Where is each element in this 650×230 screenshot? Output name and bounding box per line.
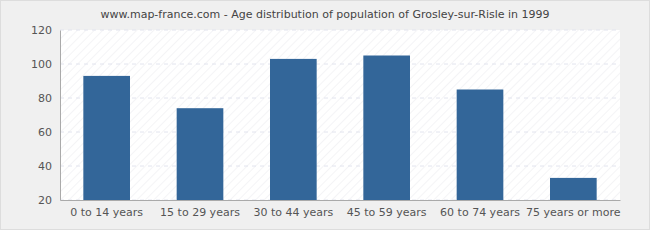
- y-tick: 120: [31, 24, 60, 37]
- bar: [550, 178, 597, 200]
- y-tick-label: 60: [38, 126, 52, 139]
- x-tick-label: 75 years or more: [526, 206, 621, 219]
- grid-line: [60, 166, 620, 167]
- y-tick: 80: [38, 92, 60, 105]
- x-tick: 30 to 44 years: [253, 200, 333, 219]
- x-tick-label: 45 to 59 years: [347, 206, 427, 219]
- y-tick-label: 20: [38, 194, 52, 207]
- x-tick: 15 to 29 years: [160, 200, 240, 219]
- y-tick-label: 40: [38, 160, 52, 173]
- plot-area: [60, 30, 620, 200]
- y-tick: 20: [38, 194, 60, 207]
- x-tick: 75 years or more: [526, 200, 621, 219]
- x-tick-label: 0 to 14 years: [70, 206, 143, 219]
- bar: [457, 90, 504, 201]
- chart: www.map-france.com - Age distribution of…: [0, 0, 650, 230]
- y-tick-label: 120: [31, 24, 52, 37]
- x-axis-line: [61, 200, 621, 201]
- y-tick: 60: [38, 126, 60, 139]
- x-tick: 60 to 74 years: [440, 200, 520, 219]
- grid-line: [60, 64, 620, 65]
- bar: [83, 76, 130, 200]
- x-tick: 45 to 59 years: [347, 200, 427, 219]
- y-tick: 40: [38, 160, 60, 173]
- y-axis-line: [60, 31, 61, 201]
- x-axis: 0 to 14 years 15 to 29 years 30 to 44 year…: [61, 200, 621, 219]
- grid-line: [60, 30, 620, 31]
- title: www.map-france.com - Age distribution of…: [100, 8, 549, 21]
- x-tick: 0 to 14 years: [70, 200, 143, 219]
- x-tick-label: 15 to 29 years: [160, 206, 240, 219]
- y-tick-label: 80: [38, 92, 52, 105]
- bar: [177, 108, 224, 200]
- y-axis: 20 40 60 80 100 120: [31, 24, 61, 207]
- grid: [60, 30, 620, 200]
- y-tick: 100: [31, 58, 60, 71]
- background: [1, 1, 650, 230]
- y-tick-label: 100: [31, 58, 52, 71]
- grid-line: [60, 200, 620, 201]
- bar: [270, 59, 317, 200]
- grid-line: [60, 132, 620, 133]
- x-tick-label: 30 to 44 years: [253, 206, 333, 219]
- x-tick-label: 60 to 74 years: [440, 206, 520, 219]
- grid-line: [60, 98, 620, 99]
- bars: [83, 56, 596, 201]
- bar: [363, 56, 410, 201]
